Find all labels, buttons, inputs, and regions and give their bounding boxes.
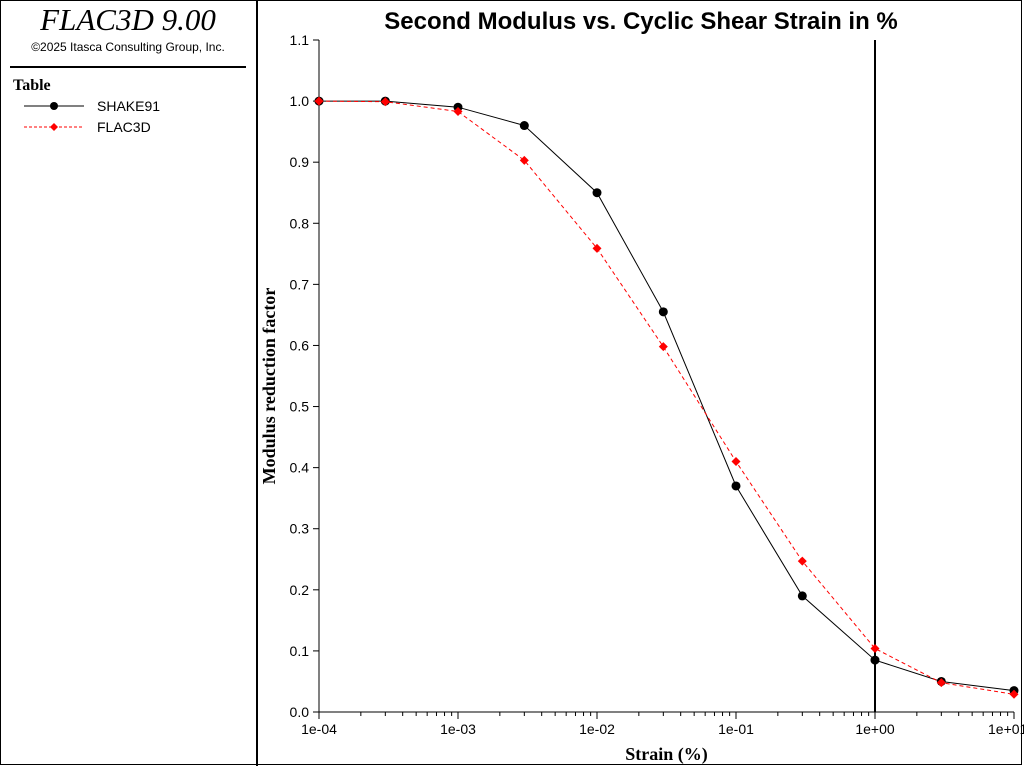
legend-swatch-flac3d bbox=[24, 123, 84, 131]
y-tick-label: 0.5 bbox=[290, 399, 310, 415]
app-title: FLAC3D 9.00 bbox=[40, 2, 216, 37]
y-tick-label: 0.8 bbox=[290, 215, 310, 231]
data-point-flac3d bbox=[592, 243, 602, 253]
data-point-shake91 bbox=[870, 655, 880, 665]
data-point-flac3d bbox=[380, 97, 390, 107]
x-tick-label: 1e-04 bbox=[301, 721, 337, 737]
x-tick-label: 1e+01 bbox=[988, 721, 1024, 737]
y-tick-label: 1.0 bbox=[290, 93, 310, 109]
legend-label-shake91: SHAKE91 bbox=[97, 98, 161, 114]
x-tick-label: 1e+00 bbox=[855, 721, 895, 737]
series-line-shake91 bbox=[319, 100, 1015, 692]
y-tick-label: 0.3 bbox=[290, 521, 310, 537]
y-tick-label: 0.0 bbox=[290, 704, 310, 720]
data-point-flac3d bbox=[936, 678, 946, 688]
legend-label-flac3d: FLAC3D bbox=[97, 119, 151, 135]
legend-item-shake91: SHAKE91 bbox=[24, 97, 254, 115]
y-tick-label: 0.7 bbox=[290, 276, 310, 292]
data-point-shake91 bbox=[592, 188, 602, 198]
copyright-text: ©2025 Itasca Consulting Group, Inc. bbox=[31, 40, 225, 54]
data-point-flac3d bbox=[870, 643, 880, 653]
x-axis-label: Strain (%) bbox=[625, 744, 708, 765]
legend-title: Table bbox=[13, 77, 51, 94]
x-tick-label: 1e-02 bbox=[579, 721, 615, 737]
y-tick-label: 0.9 bbox=[290, 154, 310, 170]
panel-divider bbox=[256, 0, 258, 766]
data-point-shake91 bbox=[519, 121, 529, 131]
legend-swatch-shake91 bbox=[24, 102, 84, 110]
x-tick-label: 1e-03 bbox=[440, 721, 476, 737]
header-divider bbox=[10, 66, 246, 68]
data-point-flac3d bbox=[731, 457, 741, 467]
y-tick-label: 1.1 bbox=[290, 32, 310, 48]
data-point-shake91 bbox=[731, 481, 741, 491]
data-point-flac3d bbox=[453, 106, 463, 116]
data-point-flac3d bbox=[519, 155, 529, 165]
y-axis-label: Modulus reduction factor bbox=[259, 288, 279, 485]
series-line-flac3d bbox=[318, 100, 1015, 695]
legend-item-flac3d: FLAC3D bbox=[24, 118, 254, 136]
y-tick-label: 0.2 bbox=[290, 582, 310, 598]
data-point-shake91 bbox=[658, 307, 668, 317]
x-tick-label: 1e-01 bbox=[718, 721, 754, 737]
y-tick-label: 0.4 bbox=[290, 460, 310, 476]
chart-title: Second Modulus vs. Cyclic Shear Strain i… bbox=[384, 8, 898, 35]
data-point-flac3d bbox=[314, 96, 324, 106]
data-point-flac3d bbox=[797, 556, 807, 566]
data-point-shake91 bbox=[797, 591, 807, 601]
y-tick-label: 0.6 bbox=[290, 337, 310, 353]
y-tick-label: 0.1 bbox=[290, 643, 310, 659]
data-point-flac3d bbox=[658, 342, 668, 352]
data-point-flac3d bbox=[1009, 689, 1019, 699]
